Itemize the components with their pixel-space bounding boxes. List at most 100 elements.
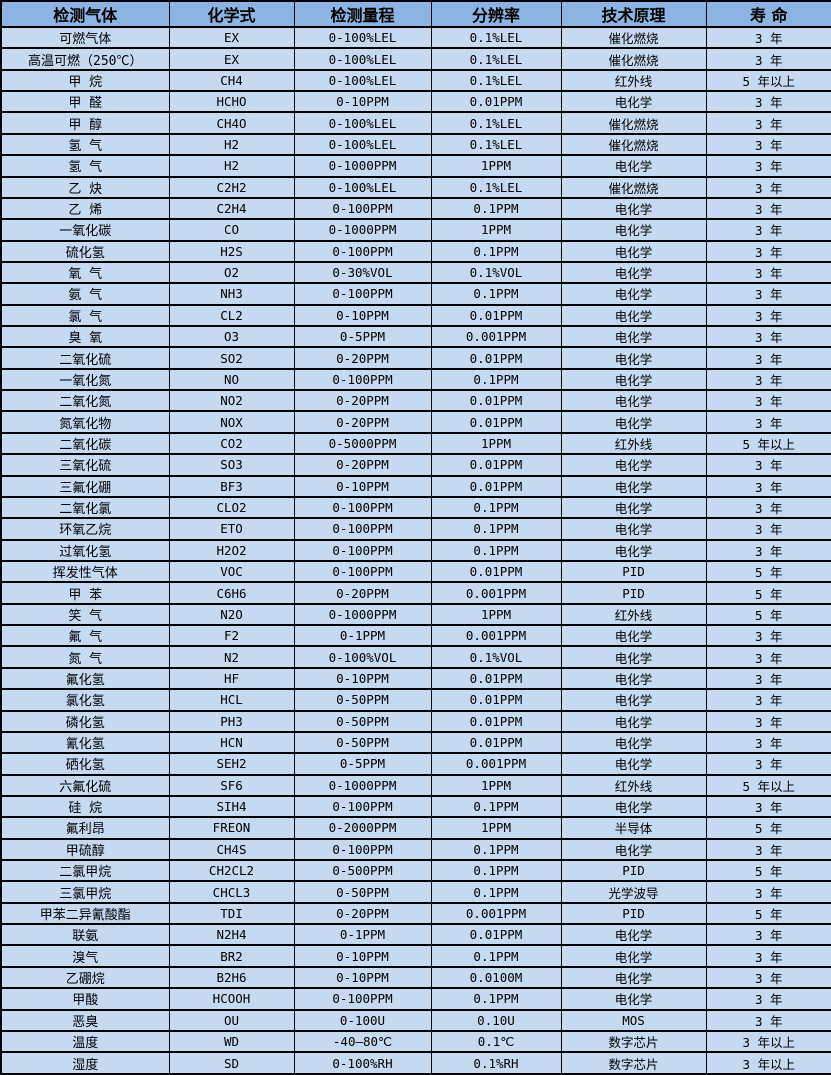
cell-lifespan: 3 年 [705, 474, 831, 498]
cell-resolution: 0.01PPM [430, 453, 562, 477]
cell-gas: 氢 气 [0, 132, 170, 157]
cell-lifespan: 3 年 [705, 645, 831, 669]
cell-principle: 电化学 [560, 730, 707, 755]
table-row: 恶臭 OU 0-100U 0.10U MOS 3 年 [0, 1008, 831, 1032]
cell-principle: 电化学 [560, 474, 707, 498]
table-row: 氟利昂 FREON 0-2000PPM 1PPM 半导体 5 年 [0, 816, 831, 840]
cell-range: 0-100PPM [293, 239, 432, 263]
table-row: 氮 气 N2 0-100%VOL 0.1%VOL 电化学 3 年 [0, 645, 831, 669]
cell-formula: C2H4 [168, 196, 295, 221]
cell-range: 0-50PPM [293, 880, 432, 904]
cell-range: 0-1000PPM [293, 154, 432, 178]
cell-range: 0-1000PPM [293, 218, 432, 242]
cell-gas: 氢 气 [0, 154, 170, 178]
table-row: 乙硼烷 B2H6 0-10PPM 0.0100M 电化学 3 年 [0, 965, 831, 990]
table-row: 二氧化氮 NO2 0-20PPM 0.01PPM 电化学 3 年 [0, 389, 831, 413]
column-header-range: 检测量程 [293, 0, 432, 28]
cell-range: 0-500PPM [293, 858, 432, 883]
cell-gas: 甲硫醇 [0, 837, 170, 862]
cell-gas: 联氨 [0, 923, 170, 947]
cell-gas: 甲 醛 [0, 90, 170, 114]
cell-range: 0-100%LEL [293, 175, 432, 199]
cell-resolution: 0.01PPM [430, 688, 562, 712]
cell-formula: F2 [168, 624, 295, 648]
cell-gas: 过氧化氢 [0, 538, 170, 563]
cell-gas: 硒化氢 [0, 752, 170, 776]
table-row: 甲硫醇 CH4S 0-100PPM 0.1PPM 电化学 3 年 [0, 837, 831, 862]
cell-principle: 催化燃烧 [560, 47, 707, 71]
cell-resolution: 0.1PPM [430, 196, 562, 221]
cell-gas: 磷化氢 [0, 709, 170, 733]
cell-lifespan: 3 年 [705, 666, 831, 691]
cell-formula: CHCL3 [168, 880, 295, 904]
table-row: 甲酸 HCOOH 0-100PPM 0.1PPM 电化学 3 年 [0, 987, 831, 1011]
cell-gas: 甲苯二异氰酸酯 [0, 901, 170, 926]
cell-range: 0-100PPM [293, 495, 432, 520]
cell-resolution: 0.1PPM [430, 794, 562, 819]
cell-formula: CH4O [168, 111, 295, 135]
table-row: 过氧化氢 H2O2 0-100PPM 0.1PPM 电化学 3 年 [0, 538, 831, 563]
cell-lifespan: 5 年以上 [705, 773, 831, 797]
cell-lifespan: 5 年 [705, 581, 831, 605]
cell-gas: 乙硼烷 [0, 965, 170, 990]
cell-principle: 电化学 [560, 90, 707, 114]
cell-gas: 温度 [0, 1029, 170, 1054]
cell-range: 0-5PPM [293, 325, 432, 349]
cell-principle: 光学波导 [560, 880, 707, 904]
cell-formula: CH4S [168, 837, 295, 862]
cell-formula: CO2 [168, 431, 295, 456]
cell-range: 0-50PPM [293, 730, 432, 755]
cell-lifespan: 3 年 [705, 175, 831, 199]
cell-formula: CLO2 [168, 495, 295, 520]
cell-gas: 甲酸 [0, 987, 170, 1011]
cell-resolution: 0.01PPM [430, 346, 562, 370]
table-row: 环氧乙烷 ETO 0-100PPM 0.1PPM 电化学 3 年 [0, 517, 831, 541]
table-row: 硅 烷 SIH4 0-100PPM 0.1PPM 电化学 3 年 [0, 794, 831, 819]
table-row: 可燃气体 EX 0-100%LEL 0.1%LEL 催化燃烧 3 年 [0, 25, 831, 50]
cell-gas: 三氧化硫 [0, 453, 170, 477]
table-row: 湿度 SD 0-100%RH 0.1%RH 数字芯片 3 年以上 [0, 1051, 831, 1075]
cell-range: 0-1PPM [293, 624, 432, 648]
cell-lifespan: 5 年 [705, 559, 831, 584]
cell-resolution: 0.001PPM [430, 624, 562, 648]
cell-formula: CO [168, 218, 295, 242]
cell-lifespan: 3 年 [705, 965, 831, 990]
cell-lifespan: 3 年 [705, 325, 831, 349]
cell-range: 0-1000PPM [293, 602, 432, 627]
cell-formula: EX [168, 25, 295, 50]
cell-principle: 电化学 [560, 154, 707, 178]
table-row: 氯 气 CL2 0-10PPM 0.01PPM 电化学 3 年 [0, 303, 831, 328]
cell-formula: TDI [168, 901, 295, 926]
cell-gas: 三氟化硼 [0, 474, 170, 498]
cell-range: 0-2000PPM [293, 816, 432, 840]
cell-resolution: 0.01PPM [430, 389, 562, 413]
cell-gas: 三氯甲烷 [0, 880, 170, 904]
cell-formula: CH2CL2 [168, 858, 295, 883]
cell-gas: 氮 气 [0, 645, 170, 669]
cell-gas: 氰化氢 [0, 730, 170, 755]
cell-formula: BF3 [168, 474, 295, 498]
cell-gas: 高温可燃（250℃） [0, 47, 170, 71]
cell-lifespan: 3 年 [705, 1008, 831, 1032]
cell-gas: 湿度 [0, 1051, 170, 1075]
cell-principle: 电化学 [560, 453, 707, 477]
cell-formula: HCN [168, 730, 295, 755]
cell-resolution: 0.1PPM [430, 987, 562, 1011]
cell-formula: O3 [168, 325, 295, 349]
cell-principle: PID [560, 858, 707, 883]
table-row: 高温可燃（250℃） EX 0-100%LEL 0.1%LEL 催化燃烧 3 年 [0, 47, 831, 71]
table-row: 三氟化硼 BF3 0-10PPM 0.01PPM 电化学 3 年 [0, 474, 831, 498]
cell-principle: 电化学 [560, 538, 707, 563]
column-header-formula: 化学式 [168, 0, 295, 28]
cell-formula: OU [168, 1008, 295, 1032]
cell-resolution: 0.1PPM [430, 944, 562, 968]
cell-gas: 挥发性气体 [0, 559, 170, 584]
cell-gas: 甲 烷 [0, 68, 170, 93]
cell-principle: 电化学 [560, 367, 707, 392]
cell-formula: SEH2 [168, 752, 295, 776]
cell-resolution: 0.1PPM [430, 239, 562, 263]
cell-principle: 电化学 [560, 196, 707, 221]
cell-formula: NOX [168, 410, 295, 434]
cell-resolution: 0.1%LEL [430, 111, 562, 135]
cell-lifespan: 3 年 [705, 453, 831, 477]
